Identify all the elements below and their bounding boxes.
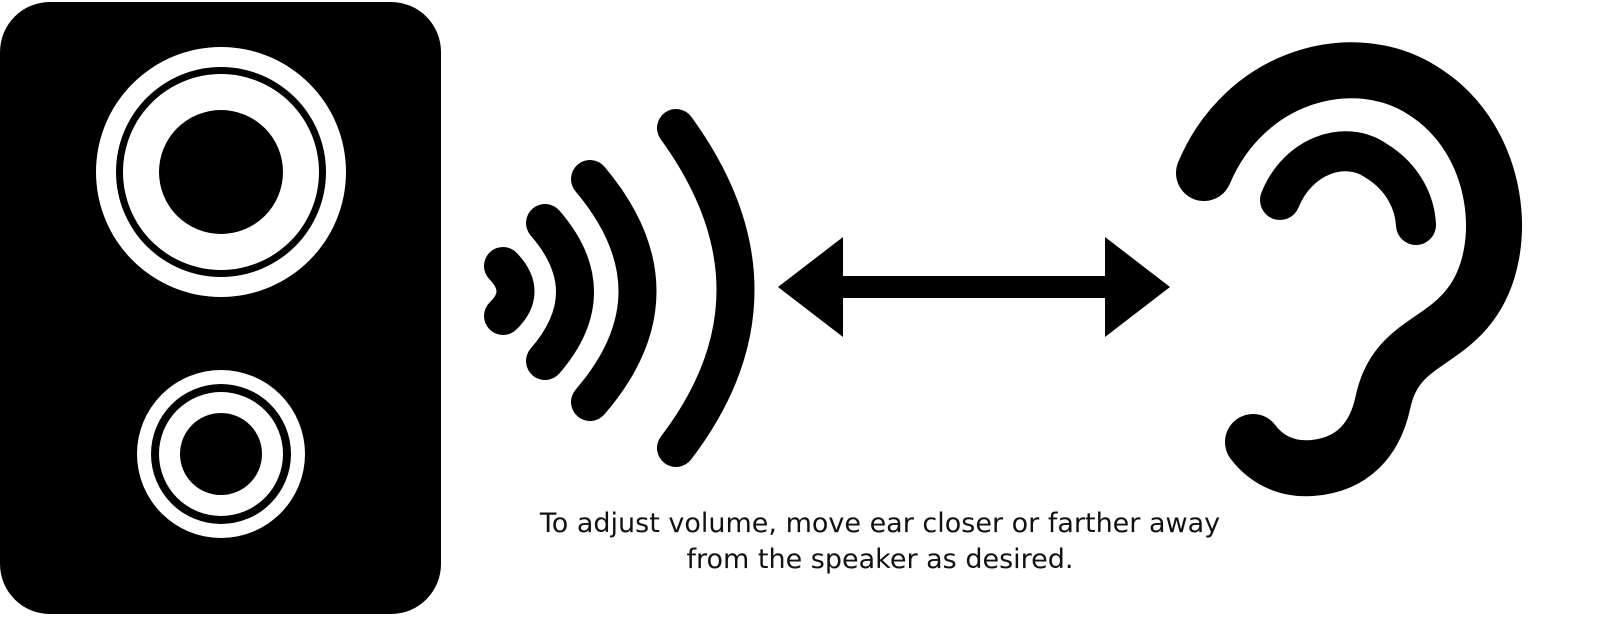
- speaker-icon: [0, 2, 441, 614]
- caption-line-2: from the speaker as desired.: [686, 544, 1074, 575]
- sound-wave-2: [526, 204, 594, 380]
- sound-waves-icon: [484, 109, 755, 467]
- ear-outer: [1176, 42, 1522, 497]
- sound-wave-3: [571, 160, 657, 421]
- woofer: [96, 47, 346, 297]
- ear-icon: [1176, 42, 1522, 497]
- caption-line-1: To adjust volume, move ear closer or far…: [539, 508, 1221, 539]
- sound-wave-4: [657, 109, 755, 467]
- arrow-head-left: [778, 237, 843, 337]
- instruction-caption: To adjust volume, move ear closer or far…: [520, 506, 1240, 578]
- sound-wave-1: [484, 247, 535, 335]
- arrow-head-right: [1105, 237, 1170, 337]
- arrow-shaft: [835, 276, 1115, 298]
- ear-inner: [1260, 131, 1436, 245]
- tweeter: [137, 370, 305, 538]
- double-arrow-icon: [778, 237, 1170, 337]
